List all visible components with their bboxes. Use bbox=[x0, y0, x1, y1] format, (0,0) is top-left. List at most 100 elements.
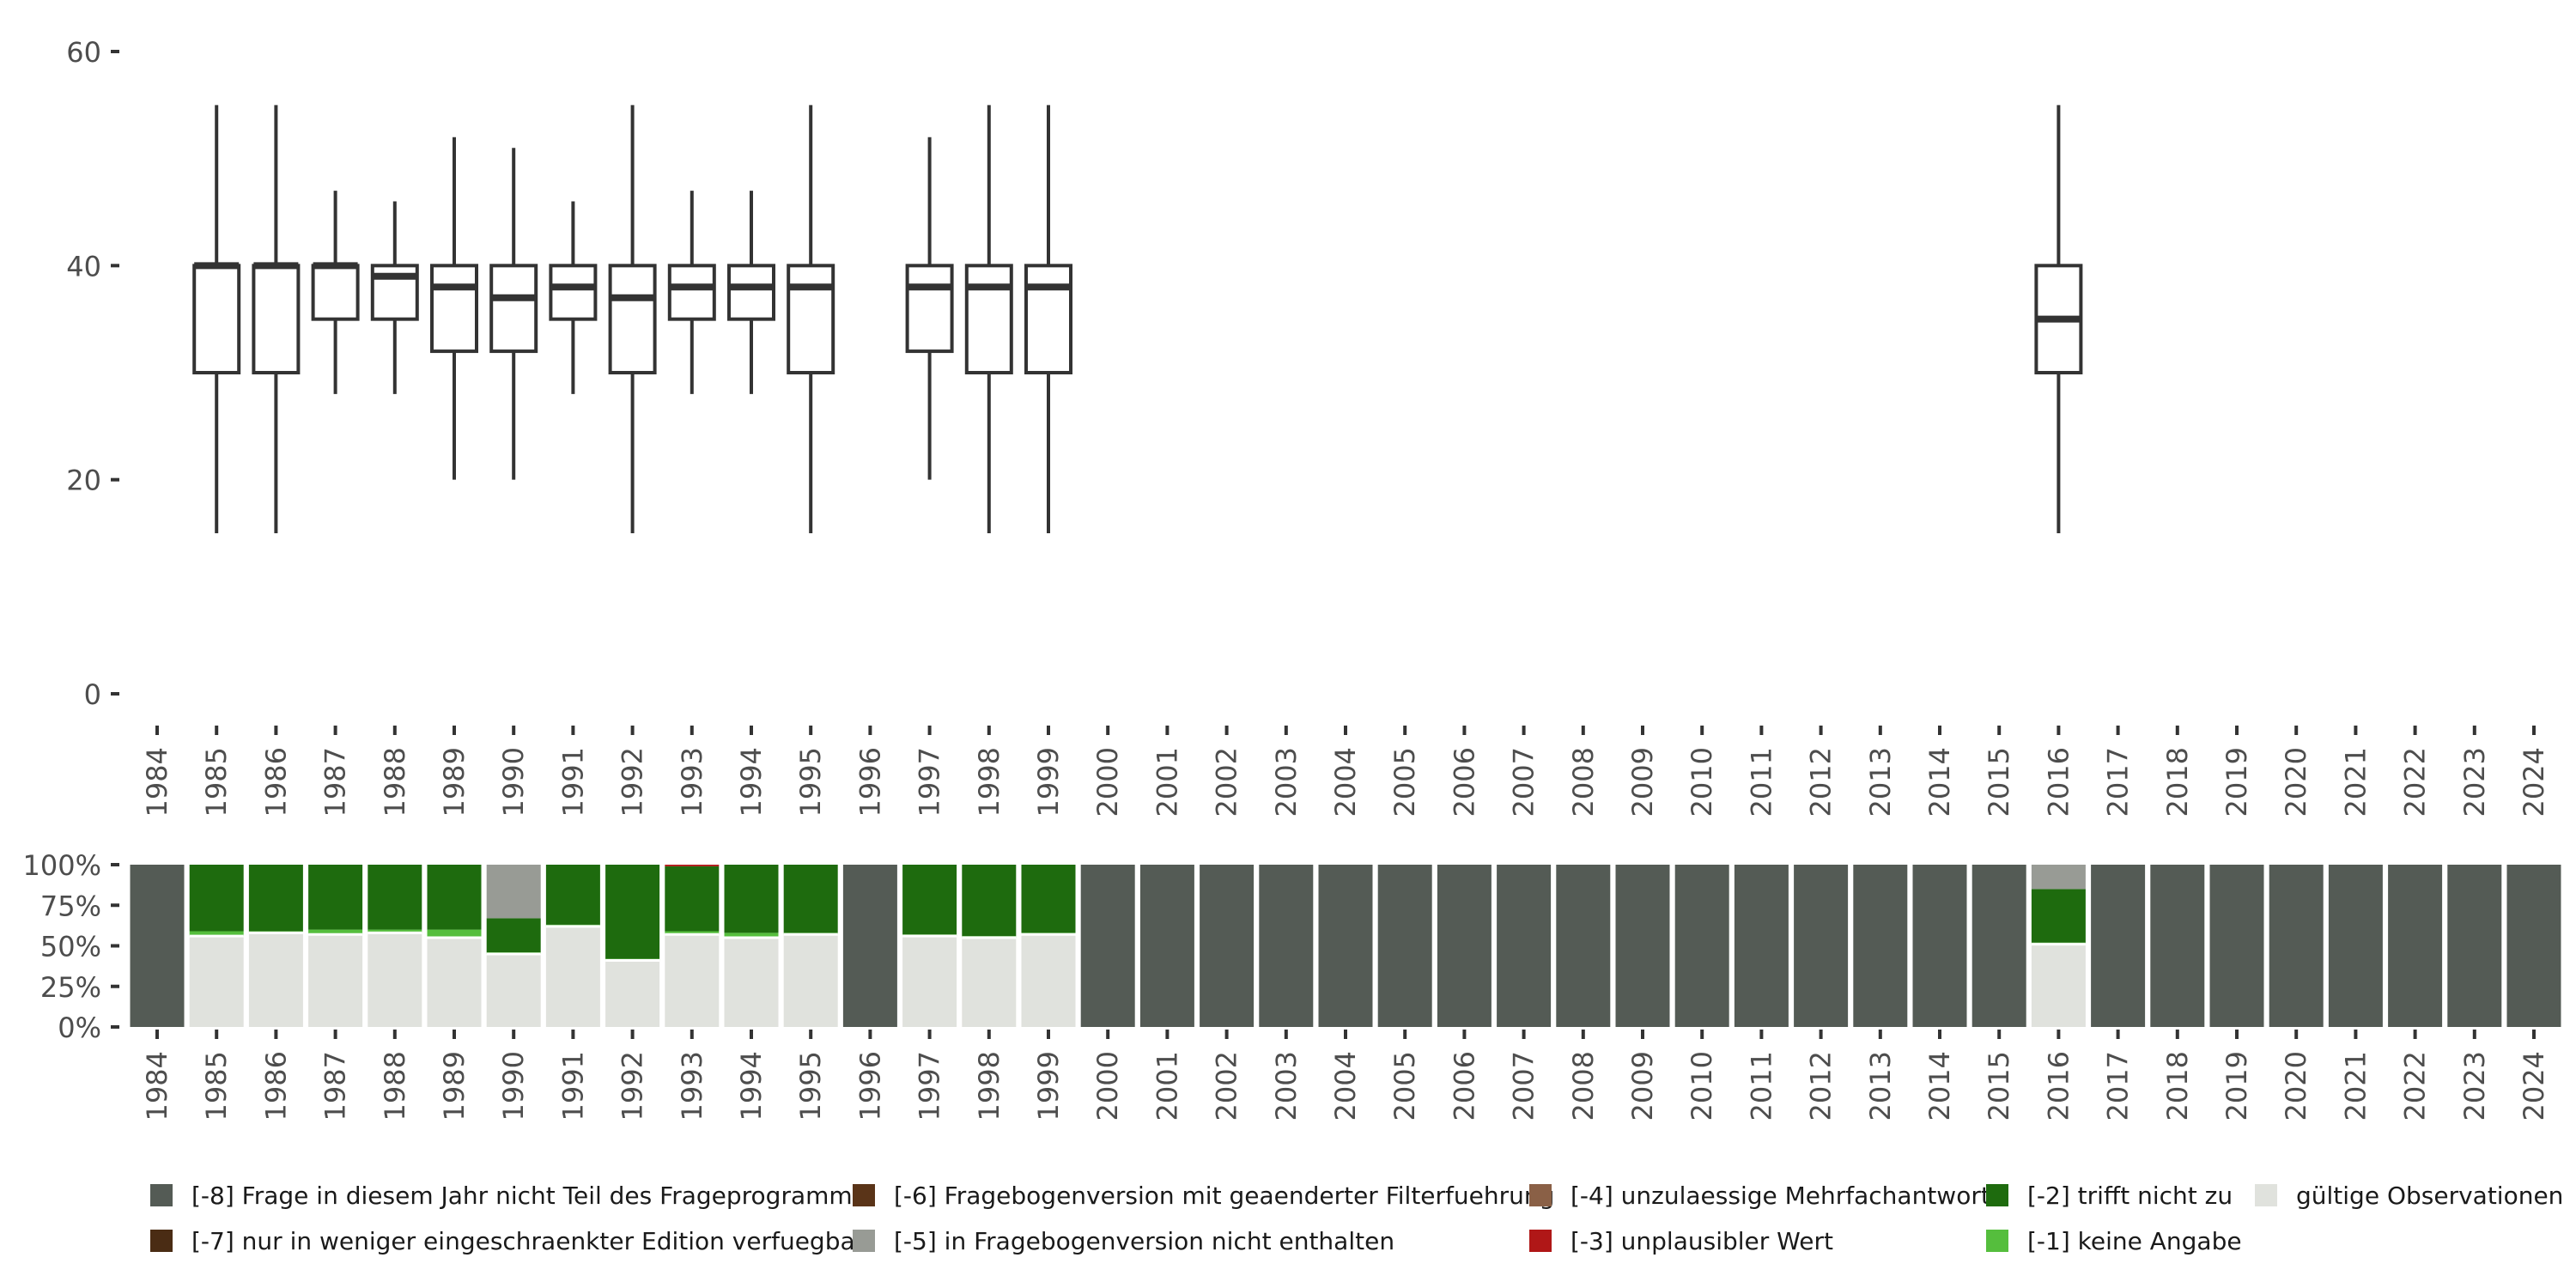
bar-x-tick-label: 1986 bbox=[259, 1051, 292, 1121]
legend-label-m4: [-4] unzulaessige Mehrfachantwort bbox=[1571, 1182, 1990, 1210]
bar-segment-2016-valid bbox=[2031, 944, 2086, 1027]
bar-segment-1984-m8 bbox=[130, 865, 185, 1027]
x-tick-label: 2003 bbox=[1270, 747, 1303, 817]
x-tick-label: 1986 bbox=[259, 747, 292, 817]
bar-segment-1995-valid bbox=[783, 934, 838, 1027]
bar-x-tick-label: 2010 bbox=[1686, 1051, 1718, 1121]
bar-segment-1993-valid bbox=[665, 934, 720, 1027]
bar-x-tick-label: 2024 bbox=[2518, 1051, 2550, 1121]
bar-x-tick-label: 1999 bbox=[1032, 1051, 1065, 1121]
x-tick-label: 2012 bbox=[1805, 747, 1838, 817]
bar-x-tick-label: 1988 bbox=[379, 1051, 411, 1121]
legend-swatch-m6 bbox=[853, 1184, 875, 1206]
bar-x-tick-label: 1995 bbox=[794, 1051, 827, 1121]
box-iqr-1999 bbox=[1024, 264, 1072, 375]
bar-segment-1996-m8 bbox=[842, 865, 897, 1027]
box-iqr-1985 bbox=[192, 264, 241, 375]
x-tick-label: 2022 bbox=[2399, 747, 2432, 817]
x-tick-label: 1997 bbox=[914, 747, 946, 817]
box-iqr-1992 bbox=[608, 264, 657, 375]
bar-segment-2021-m8 bbox=[2328, 865, 2383, 1027]
bar-segment-1994-m1 bbox=[724, 933, 779, 939]
bar-segment-1992-m2 bbox=[605, 865, 660, 959]
legend-label-m8: [-8] Frage in diesem Jahr nicht Teil des… bbox=[191, 1182, 865, 1210]
bar-segment-2020-m8 bbox=[2269, 865, 2324, 1027]
bar-segment-1990-m2 bbox=[486, 918, 541, 953]
bar-segment-1990-m5 bbox=[486, 865, 541, 919]
bar-x-tick-label: 2019 bbox=[2221, 1051, 2253, 1121]
bar-segment-1987-m2 bbox=[308, 865, 363, 930]
bar-segment-1990-valid bbox=[486, 953, 541, 1027]
bar-segment-1999-m2 bbox=[1021, 865, 1076, 933]
x-tick-label: 1995 bbox=[794, 747, 827, 817]
bar-segment-1989-m1 bbox=[427, 929, 482, 939]
legend-label-m1: [-1] keine Angabe bbox=[2027, 1227, 2242, 1255]
bar-segment-2001-m8 bbox=[1139, 865, 1194, 1027]
legend-label-m6: [-6] Fragebogenversion mit geaenderter F… bbox=[894, 1182, 1554, 1210]
x-tick-label: 2020 bbox=[2280, 747, 2312, 817]
x-tick-label: 2015 bbox=[1983, 747, 2015, 817]
bar-segment-2011-m8 bbox=[1734, 865, 1789, 1027]
bar-segment-2019-m8 bbox=[2209, 865, 2264, 1027]
x-tick-label: 2023 bbox=[2458, 747, 2491, 817]
boxplot-panel: 0 20 40 60 1984 1985 1986 1987 1988 1989 1990 1991 1… bbox=[66, 36, 2550, 817]
x-tick-label: 2006 bbox=[1448, 747, 1480, 817]
bar-segment-2006-m8 bbox=[1437, 865, 1492, 1027]
x-tick-label: 2018 bbox=[2161, 747, 2194, 817]
bar-segment-1995-m2 bbox=[783, 865, 838, 933]
bar-segment-1994-valid bbox=[724, 938, 779, 1027]
bar-x-tick-label: 2013 bbox=[1864, 1051, 1897, 1121]
x-tick-label: 2002 bbox=[1211, 747, 1243, 817]
bar-segment-2024-m8 bbox=[2506, 865, 2561, 1027]
bar-segment-1988-m1 bbox=[368, 929, 422, 933]
y-tick-label: 40 bbox=[66, 250, 101, 283]
bar-segment-1993-m2 bbox=[665, 866, 720, 932]
x-tick-label: 2008 bbox=[1567, 747, 1600, 817]
bar-segment-2009-m8 bbox=[1615, 865, 1670, 1027]
box-iqr-1990 bbox=[489, 264, 538, 354]
bar-x-tick-label: 2001 bbox=[1151, 1051, 1183, 1121]
bar-y-tick-label: 100% bbox=[23, 849, 101, 882]
bar-segment-1991-valid bbox=[545, 926, 600, 1027]
bar-segment-2000-m8 bbox=[1080, 865, 1135, 1027]
x-tick-label: 2021 bbox=[2339, 747, 2372, 817]
box-iqr-1997 bbox=[905, 264, 954, 354]
box-iqr-1987 bbox=[311, 264, 360, 321]
x-tick-label: 1989 bbox=[438, 747, 471, 817]
legend-swatch-m4 bbox=[1529, 1184, 1552, 1206]
box-iqr-1998 bbox=[964, 264, 1013, 375]
bar-segment-2002-m8 bbox=[1200, 865, 1255, 1027]
box-iqr-1986 bbox=[252, 264, 301, 375]
bar-x-tick-label: 1987 bbox=[319, 1051, 352, 1121]
legend-swatch-m8 bbox=[150, 1184, 173, 1206]
bar-x-tick-label: 1984 bbox=[141, 1051, 173, 1121]
bar-segment-2003-m8 bbox=[1259, 865, 1314, 1027]
bar-x-tick-label: 1993 bbox=[676, 1051, 708, 1121]
x-tick-label: 2004 bbox=[1329, 747, 1362, 817]
legend-label-m2: [-2] trifft nicht zu bbox=[2027, 1182, 2233, 1210]
bar-segment-2017-m8 bbox=[2091, 865, 2146, 1027]
bar-segment-1988-m2 bbox=[368, 865, 422, 930]
bar-segment-2015-m8 bbox=[1971, 865, 2026, 1027]
box-iqr-1995 bbox=[787, 264, 835, 375]
bar-segment-1987-m1 bbox=[308, 929, 363, 935]
bar-x-tick-label: 1992 bbox=[617, 1051, 649, 1121]
bar-segment-2016-m2 bbox=[2031, 889, 2086, 943]
bar-x-tick-label: 2007 bbox=[1508, 1051, 1540, 1121]
bar-x-tick-label: 2009 bbox=[1626, 1051, 1659, 1121]
bar-y-tick-label: 50% bbox=[40, 931, 101, 963]
bar-segment-1989-m2 bbox=[427, 865, 482, 930]
x-tick-label: 1990 bbox=[497, 747, 530, 817]
box-iqr-1991 bbox=[549, 264, 598, 321]
legend-swatch-m2 bbox=[1986, 1184, 2008, 1206]
bar-segment-1985-m1 bbox=[189, 931, 244, 937]
bar-x-tick-label: 1996 bbox=[854, 1051, 886, 1121]
bar-x-tick-label: 1985 bbox=[200, 1051, 233, 1121]
legend-label-m3: [-3] unplausibler Wert bbox=[1571, 1227, 1833, 1255]
bar-segment-2023-m8 bbox=[2447, 865, 2502, 1027]
x-tick-label: 2013 bbox=[1864, 747, 1897, 817]
x-tick-label: 1991 bbox=[556, 747, 589, 817]
bar-x-tick-label: 2004 bbox=[1329, 1051, 1362, 1121]
bar-x-tick-label: 1990 bbox=[497, 1051, 530, 1121]
bar-segment-2014-m8 bbox=[1912, 865, 1967, 1027]
